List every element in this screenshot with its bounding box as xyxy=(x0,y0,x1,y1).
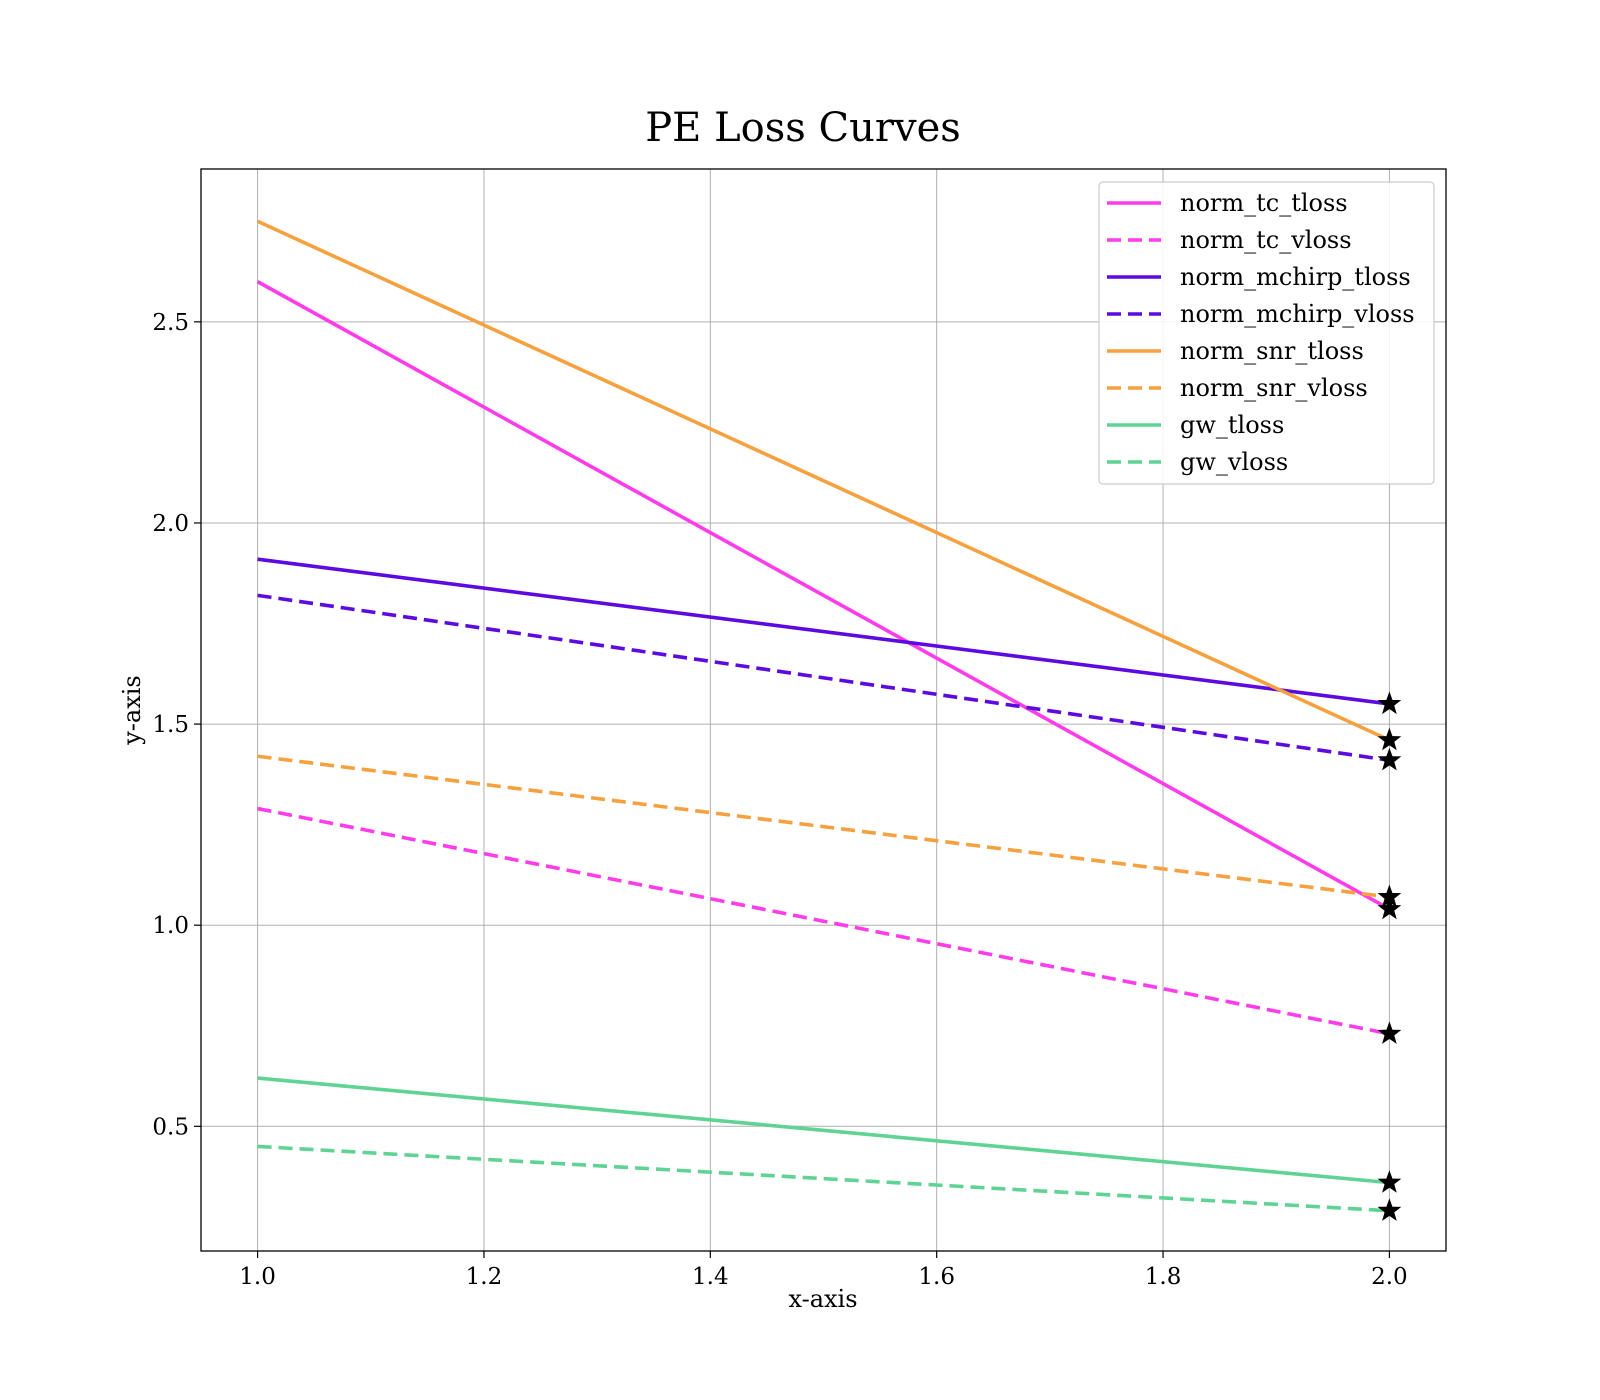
end-star-marker xyxy=(1377,747,1402,771)
legend-item-gw_vloss: gw_vloss xyxy=(1180,448,1288,476)
y-tick-label: 1.5 xyxy=(152,712,189,738)
legend-item-norm_snr_tloss: norm_snr_tloss xyxy=(1180,337,1364,365)
series-line-norm_snr_vloss xyxy=(257,754,1390,899)
y-tick-label: 0.5 xyxy=(152,1114,189,1140)
x-tick-label: 1.2 xyxy=(466,1264,503,1290)
end-markers xyxy=(1377,691,1402,1221)
x-axis-label: x-axis xyxy=(788,1285,857,1313)
end-star-marker xyxy=(1377,1170,1402,1193)
y-axis-label: y-axis xyxy=(118,675,146,746)
end-star-marker xyxy=(1377,1198,1402,1221)
x-tick-label: 2.0 xyxy=(1371,1264,1408,1290)
series-line-norm_mchirp_tloss xyxy=(257,557,1390,706)
end-star-marker xyxy=(1377,884,1402,908)
x-tick-label: 1.8 xyxy=(1145,1264,1182,1290)
legend-item-norm_tc_vloss: norm_tc_vloss xyxy=(1180,226,1352,254)
series-line-norm_tc_vloss xyxy=(257,806,1390,1036)
series-layer xyxy=(256,219,1391,1213)
plot-frame xyxy=(200,168,1447,1252)
legend-item-gw_tloss: gw_tloss xyxy=(1180,411,1284,439)
legend-item-norm_mchirp_vloss: norm_mchirp_vloss xyxy=(1180,300,1415,328)
series-line-gw_vloss xyxy=(257,1144,1390,1213)
y-tick-label: 2.0 xyxy=(152,511,189,537)
y-tick-label: 1.0 xyxy=(152,913,189,939)
y-tick-label: 2.5 xyxy=(152,310,189,336)
x-tick-label: 1.0 xyxy=(239,1264,276,1290)
series-line-norm_tc_tloss xyxy=(256,280,1391,911)
x-tick-label: 1.6 xyxy=(918,1264,955,1290)
legend-item-norm_snr_vloss: norm_snr_vloss xyxy=(1180,374,1368,402)
end-star-marker xyxy=(1377,691,1402,715)
chart-title: PE Loss Curves xyxy=(645,105,961,151)
legend: norm_tc_tloss norm_tc_vloss norm_mchirp_tl… xyxy=(1098,181,1435,485)
end-star-marker xyxy=(1377,727,1402,751)
legend-box xyxy=(1098,181,1435,485)
series-line-norm_mchirp_vloss xyxy=(257,593,1390,763)
series-line-gw_tloss xyxy=(257,1076,1390,1185)
end-star-marker xyxy=(1377,1021,1402,1044)
legend-item-norm_mchirp_tloss: norm_mchirp_tloss xyxy=(1180,263,1411,291)
x-tick-label: 1.4 xyxy=(692,1264,729,1290)
legend-item-norm_tc_tloss: norm_tc_tloss xyxy=(1180,189,1348,217)
ticks: 1.0 1.2 1.4 1.6 1.8 2.0 0.5 1.0 1.5 2.0 2.5 xyxy=(152,310,1407,1290)
series-line-norm_snr_tloss xyxy=(256,219,1391,742)
end-star-marker xyxy=(1377,896,1402,920)
